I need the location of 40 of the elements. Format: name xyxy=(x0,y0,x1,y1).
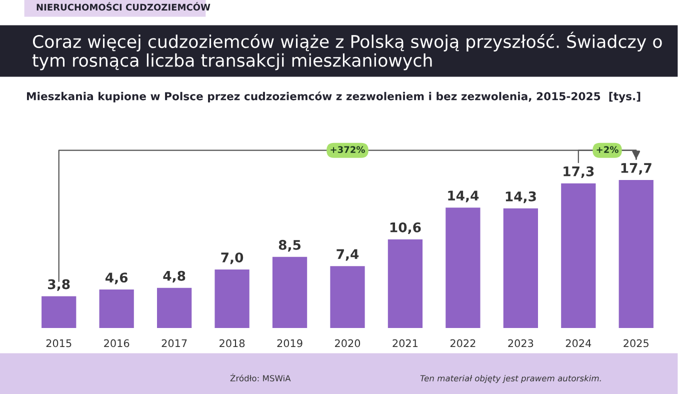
data-label: 8,5 xyxy=(278,240,301,252)
x-tick-label: 2018 xyxy=(220,339,245,348)
text: Źródło: MSWiA xyxy=(230,374,291,382)
x-tick-label: 2022 xyxy=(450,339,476,348)
data-label: 14,4 xyxy=(448,190,479,202)
text: +2% xyxy=(596,146,618,153)
text: Ten materiał objęty jest prawem autorskim. xyxy=(420,374,601,384)
text: NIERUCHOMOŚCI CUDZOZIEMCÓW xyxy=(36,2,210,11)
bar xyxy=(42,296,76,328)
bar xyxy=(446,208,480,328)
text: +372% xyxy=(330,146,365,153)
data-label: 7,4 xyxy=(336,249,359,261)
chart-title: Coraz więcej cudzoziemców wiąże z Polską swoją przyszłość. Świadczy o tym rosnąca liczba transakcji mieszkaniowych xyxy=(32,32,662,70)
data-label: 3,8 xyxy=(48,279,70,291)
bar xyxy=(272,256,308,328)
chart-subtitle: Mieszkania kupione w Polsce przez cudzoziemców z zezwoleniem i bez zezwolenia, 2015-2025 [tys.] xyxy=(26,92,640,102)
x-tick-label: 2017 xyxy=(162,339,187,348)
x-tick-label: 2020 xyxy=(335,339,360,348)
data-label: 4,8 xyxy=(163,270,186,283)
data-label: 10,6 xyxy=(390,222,421,234)
bar xyxy=(330,266,365,328)
x-tick-label: 2023 xyxy=(508,339,534,348)
data-label: 7,0 xyxy=(221,252,244,264)
x-tick-label: 2025 xyxy=(624,339,648,348)
x-tick-label: 2016 xyxy=(104,339,130,348)
bar xyxy=(618,180,654,328)
bar xyxy=(561,183,596,328)
data-label: 17,7 xyxy=(621,163,652,175)
bar xyxy=(99,290,134,328)
data-label: 17,3 xyxy=(564,166,594,178)
x-tick-label: 2019 xyxy=(277,339,302,348)
data-label: 4,6 xyxy=(106,272,128,284)
bar xyxy=(214,269,250,328)
x-tick-label: 2024 xyxy=(566,339,592,348)
x-tick-label: 2015 xyxy=(46,339,72,348)
bar xyxy=(388,239,423,328)
x-tick-label: 2021 xyxy=(392,339,418,348)
bar xyxy=(503,208,538,328)
data-label: 14,3 xyxy=(506,191,536,204)
bar xyxy=(157,288,192,328)
